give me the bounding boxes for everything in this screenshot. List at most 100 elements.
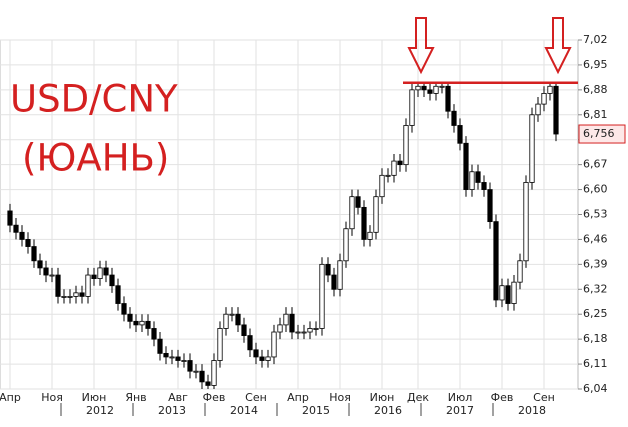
- candle-body: [367, 231, 373, 240]
- candle-body: [307, 328, 313, 333]
- y-tick-label: 7,02: [583, 33, 608, 46]
- y-tick-label: 6,53: [583, 208, 608, 221]
- candle-body: [145, 320, 151, 329]
- y-tick-label: 6,04: [583, 382, 608, 395]
- candle-body: [457, 125, 463, 144]
- candle-body: [55, 274, 61, 297]
- candle-body: [7, 210, 13, 226]
- y-tick-label: 6,32: [583, 282, 608, 295]
- x-tick-label: Июн: [370, 391, 395, 404]
- x-tick-label: Фев: [491, 391, 514, 404]
- x-tick-label: Июл: [448, 391, 473, 404]
- candle-body: [169, 356, 175, 359]
- candle-body: [97, 267, 103, 280]
- candle-body: [277, 324, 283, 333]
- x-tick-label: Ноя: [41, 391, 63, 404]
- y-tick-label: 6,81: [583, 108, 608, 121]
- candle-body: [301, 331, 307, 334]
- candle-body: [337, 260, 343, 290]
- candle-body: [211, 360, 217, 386]
- candle-body: [223, 313, 229, 329]
- candle-body: [91, 274, 97, 280]
- y-tick-label: 6,95: [583, 58, 608, 71]
- arrow: [407, 17, 435, 75]
- candle-body: [319, 263, 325, 329]
- candle-body: [487, 189, 493, 223]
- candle-body: [43, 267, 49, 276]
- candle-body: [547, 85, 553, 94]
- last-price-label: 6,756: [583, 127, 615, 140]
- candle-body: [265, 356, 271, 361]
- candle-body: [529, 114, 535, 183]
- candle-body: [313, 328, 319, 330]
- candle-body: [409, 89, 415, 126]
- candle-body: [25, 239, 31, 247]
- candle-body: [385, 174, 391, 177]
- candle-body: [427, 89, 433, 94]
- candle-body: [331, 274, 337, 290]
- candle-body: [481, 182, 487, 190]
- candle-body: [343, 228, 349, 262]
- candle-body: [193, 370, 199, 373]
- year-label: 2016: [374, 404, 402, 417]
- candle-body: [505, 285, 511, 304]
- candle-body: [463, 142, 469, 190]
- y-tick-label: 6,25: [583, 307, 608, 320]
- candle-body: [433, 85, 439, 94]
- x-tick-label: Фев: [203, 391, 226, 404]
- candle-body: [325, 263, 331, 276]
- candle-body: [37, 260, 43, 269]
- candle-body: [535, 103, 541, 116]
- candle-body: [421, 85, 427, 91]
- candle-body: [85, 274, 91, 297]
- annotation: (ЮАНЬ): [22, 137, 169, 180]
- candle-body: [67, 296, 73, 298]
- candle-body: [13, 224, 19, 233]
- candle-body: [475, 171, 481, 183]
- candle-body: [151, 328, 157, 340]
- candle-body: [103, 267, 109, 276]
- y-tick-label: 6,46: [583, 232, 608, 245]
- candle-body: [187, 360, 193, 372]
- candle-body: [541, 93, 547, 105]
- candle-body: [523, 182, 529, 262]
- candle-body: [397, 160, 403, 166]
- candle-body: [241, 324, 247, 336]
- year-label: 2015: [302, 404, 330, 417]
- candle-body: [115, 285, 121, 304]
- candle-body: [493, 221, 499, 301]
- candle-body: [451, 110, 457, 126]
- candle-body: [73, 292, 79, 297]
- candle-body: [205, 381, 211, 386]
- candle-body: [139, 320, 145, 326]
- candle-body: [235, 313, 241, 326]
- candle-body: [181, 360, 187, 362]
- candle-body: [415, 85, 421, 91]
- year-label: 2014: [230, 404, 258, 417]
- candle-body: [199, 370, 205, 383]
- candle-body: [127, 313, 133, 322]
- x-tick-label: Сен: [533, 391, 555, 404]
- candle-body: [175, 356, 181, 361]
- x-tick-label: Апр: [0, 391, 21, 404]
- candle-body: [229, 313, 235, 316]
- candle-body: [121, 303, 127, 315]
- candle-body: [469, 171, 475, 190]
- candle-body: [379, 174, 385, 198]
- x-tick-label: Янв: [125, 391, 146, 404]
- y-tick-label: 6,67: [583, 158, 608, 171]
- candle-body: [49, 274, 55, 277]
- candle-body: [271, 331, 277, 358]
- candle-body: [61, 296, 67, 298]
- y-tick-label: 6,11: [583, 357, 608, 370]
- arrow: [544, 17, 572, 75]
- year-label: 2012: [86, 404, 114, 417]
- x-tick-label: Ноя: [329, 391, 351, 404]
- candle-body: [247, 335, 253, 351]
- year-label: 2017: [446, 404, 474, 417]
- candle-body: [163, 352, 169, 358]
- candle-body: [109, 274, 115, 287]
- y-tick-label: 6,39: [583, 257, 608, 270]
- candle-body: [391, 160, 397, 176]
